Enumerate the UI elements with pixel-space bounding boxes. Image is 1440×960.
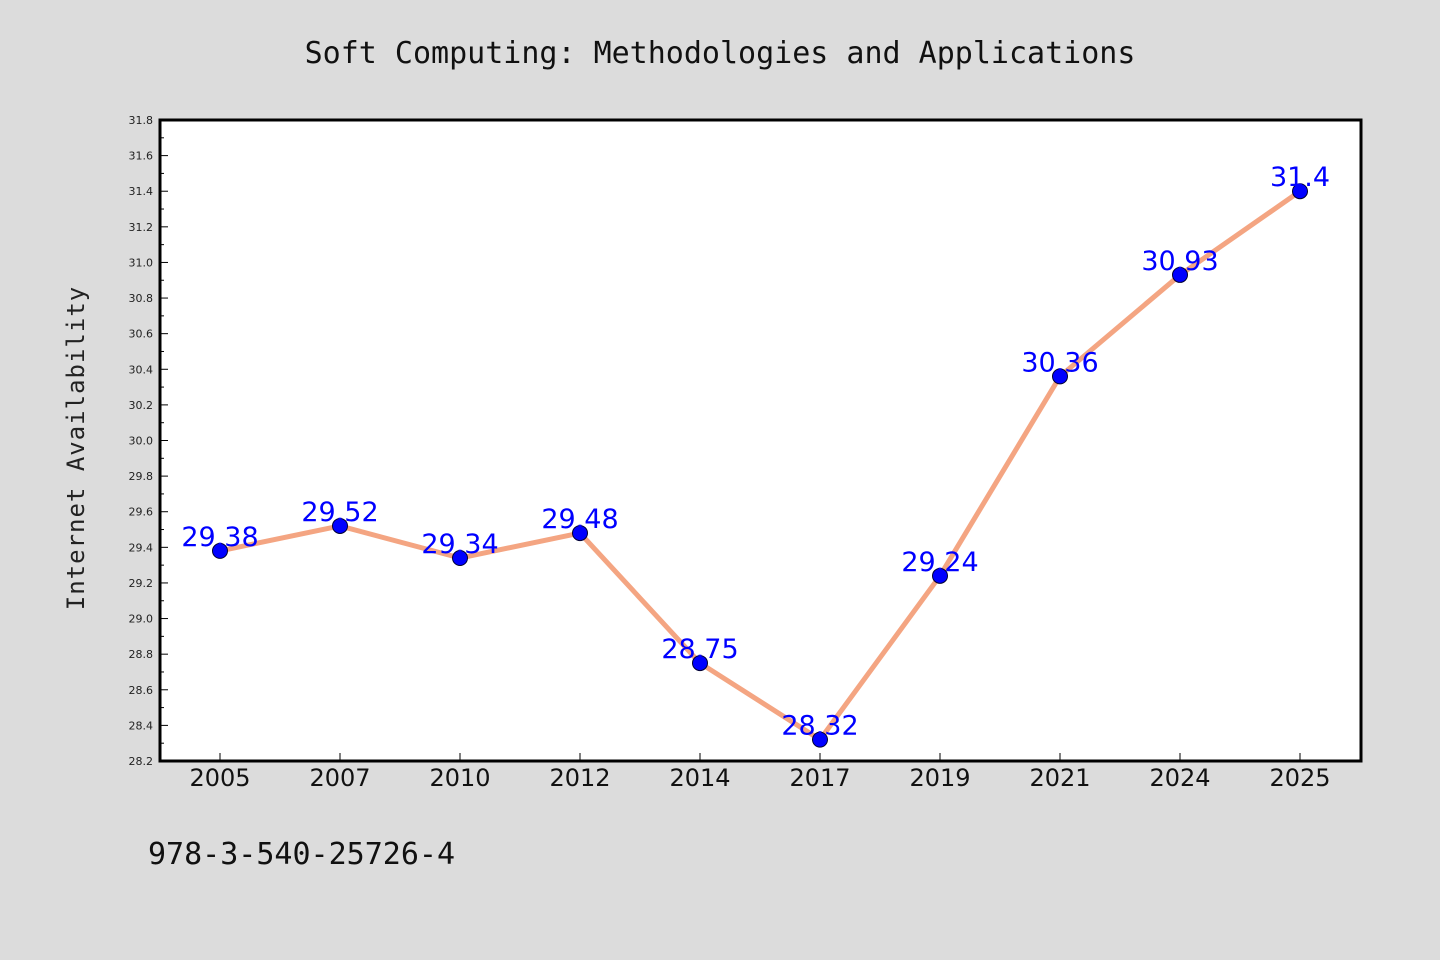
data-label: 30.93 xyxy=(1141,246,1218,277)
data-label: 28.75 xyxy=(661,634,738,665)
y-tick-label: 29.4 xyxy=(129,541,154,554)
data-markers xyxy=(212,183,1308,748)
y-tick-label: 29.6 xyxy=(129,506,154,519)
y-tick-label: 31.4 xyxy=(129,185,154,198)
data-label: 29.48 xyxy=(541,504,618,535)
data-label: 29.38 xyxy=(181,522,258,553)
data-point xyxy=(812,731,828,748)
data-labels: 29.38 29.52 29.34 29.48 28.75 28.32 29.24 30.36… xyxy=(181,162,1330,741)
data-label: 29.34 xyxy=(421,529,498,560)
y-tick-label: 31.0 xyxy=(129,256,154,269)
y-axis-label: Internet Availability xyxy=(62,286,90,610)
x-tick-label: 2017 xyxy=(789,764,850,792)
y-tick-label: 30.4 xyxy=(129,363,154,376)
data-point xyxy=(452,550,468,567)
plot-area xyxy=(158,118,1363,763)
x-tick-label: 2007 xyxy=(309,764,370,792)
y-tick-label: 30.0 xyxy=(129,435,154,448)
x-tick-label: 2025 xyxy=(1269,764,1330,792)
x-tick-label: 2019 xyxy=(909,764,970,792)
data-point xyxy=(332,517,348,534)
series-line-group xyxy=(217,188,1303,743)
y-tick-label: 30.2 xyxy=(129,399,154,412)
y-tick-label: 28.6 xyxy=(129,684,154,697)
x-tick-label: 2005 xyxy=(189,764,250,792)
data-point xyxy=(572,525,588,542)
y-tick-label: 30.8 xyxy=(129,292,154,305)
data-point xyxy=(1172,266,1188,283)
y-tick-label: 30.6 xyxy=(129,328,154,341)
x-tick-label: 2014 xyxy=(669,764,730,792)
data-label: 29.24 xyxy=(901,547,978,578)
y-tick-label: 31.2 xyxy=(129,221,154,234)
data-point xyxy=(1292,183,1308,200)
data-label: 31.4 xyxy=(1270,162,1330,193)
data-point xyxy=(692,655,708,672)
y-tick-label: 28.8 xyxy=(129,648,154,661)
data-point xyxy=(932,567,948,584)
data-label: 29.52 xyxy=(301,497,378,528)
data-point xyxy=(212,542,228,559)
x-tick-label: 2010 xyxy=(429,764,490,792)
y-tick-label: 28.2 xyxy=(129,755,154,768)
y-tick-label: 31.8 xyxy=(129,114,154,127)
y-tick-label: 29.0 xyxy=(129,613,154,626)
isbn-footnote: 978-3-540-25726-4 xyxy=(148,837,455,872)
data-label: 30.36 xyxy=(1021,347,1098,378)
y-tick-label: 28.4 xyxy=(129,719,154,732)
data-point xyxy=(1052,368,1068,385)
data-label: 28.32 xyxy=(781,711,858,742)
x-tick-label: 2021 xyxy=(1029,764,1090,792)
y-tick-label: 29.8 xyxy=(129,470,154,483)
y-tick-label: 31.6 xyxy=(129,150,154,163)
x-tick-label: 2024 xyxy=(1149,764,1210,792)
series-line xyxy=(217,188,1303,743)
y-axis-ticks: 28.2 28.4 28.6 28.8 29.0 29.2 29.4 29.6 29.8 30.0… xyxy=(129,114,168,768)
x-axis-ticks: 2005 2007 2010 2012 2014 2017 2019 2021 2024 2025 xyxy=(189,753,1331,792)
y-tick-label: 29.2 xyxy=(129,577,154,590)
chart-title: Soft Computing: Methodologies and Applic… xyxy=(305,36,1136,71)
x-tick-label: 2012 xyxy=(549,764,610,792)
